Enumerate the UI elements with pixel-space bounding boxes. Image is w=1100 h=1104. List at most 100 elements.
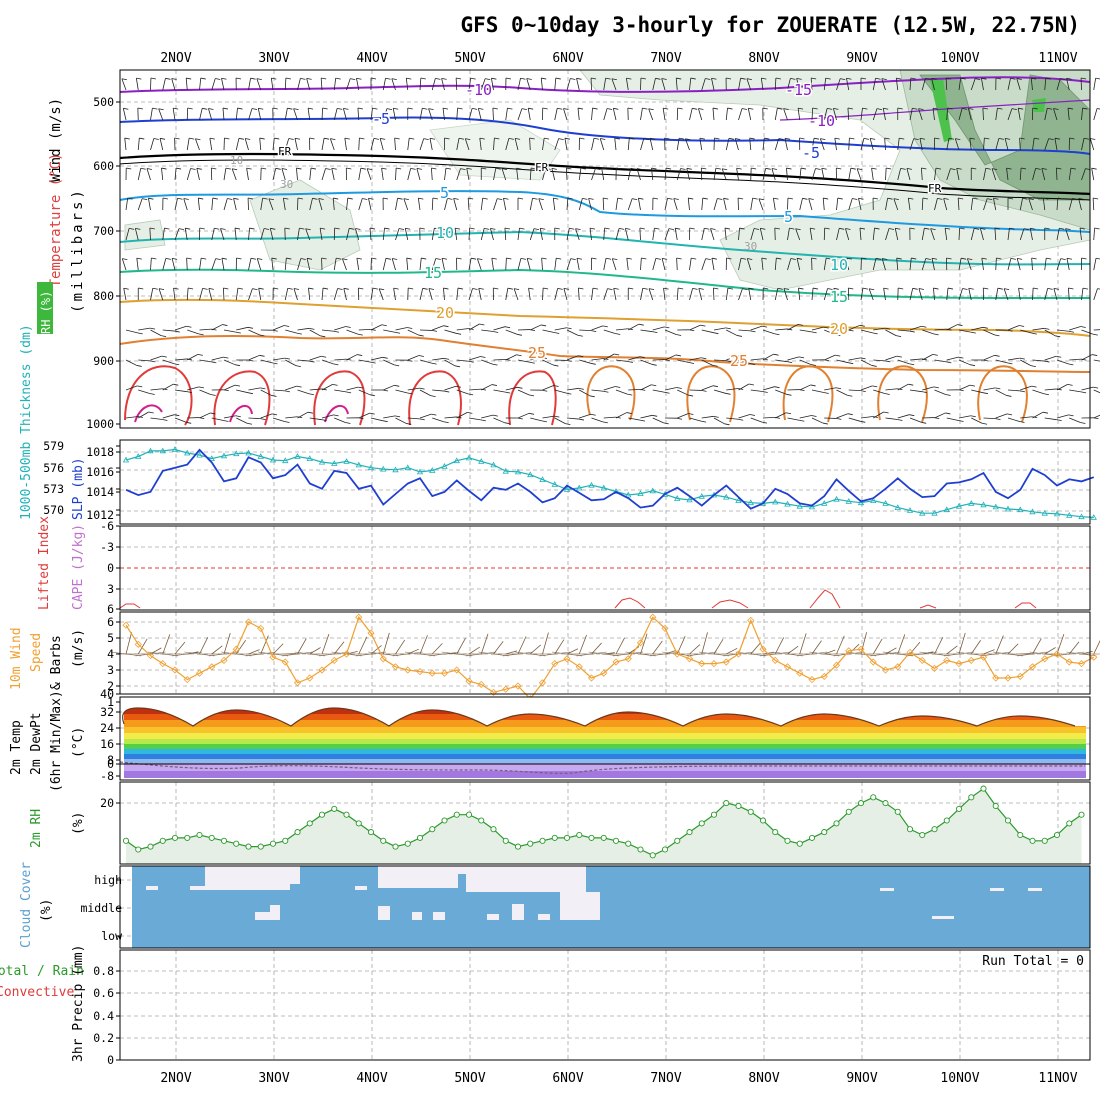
wind-barb-flag [273,330,278,331]
wind-barb [200,413,211,418]
wind-barb-flag [1068,288,1073,289]
wind-barb-flag [188,108,193,109]
wind-barb-flag [576,229,581,230]
wind-barb-flag [605,228,610,229]
y-tick: 3 [107,582,114,596]
wind-barb-flag [693,288,698,289]
rh2m-marker [417,835,422,840]
wind-barb [1094,78,1096,90]
wind-barb [763,354,773,360]
lifted-index-panel [120,568,1090,608]
wind10m-speed-markers [123,614,1097,702]
wind-barb-flag [285,391,290,392]
wind-barb [759,199,763,210]
temp-band [124,727,1086,733]
wind-barb [273,390,285,391]
rh2m-marker [503,838,508,843]
wind-barb-flag [773,198,778,199]
wind-barb-flag [285,358,290,359]
wind-barb [653,418,664,423]
wind-barb-flag [442,78,447,79]
wind-barb [420,390,431,396]
y-tick: 0 [107,1053,114,1067]
wind-barb-flag [162,419,167,420]
wind-barb [812,288,813,300]
wind-barb-flag [123,108,128,109]
wind-barb-flag [247,168,252,169]
label-minus10: -10 [465,81,492,99]
rh2m-marker [883,801,888,806]
wind-barb [690,258,692,270]
wind-barb-flag [150,361,155,362]
wind-barb [296,168,297,180]
date-label-bottom: 2NOV [160,1071,191,1086]
wind-barb-flag [383,421,388,422]
wind-barb-flag [473,289,478,290]
wind-barb-flag [296,366,301,367]
wind-barb-flag [798,288,803,289]
wind-barb-flag [300,78,305,79]
wind-barb-flag [884,288,889,289]
rh-area-light-3 [125,220,165,250]
wind-barb [614,288,616,300]
wind-barb-flag [361,168,366,169]
wind-barb-flag [247,423,252,424]
wind-barb [641,385,652,390]
wind-barb-flag [199,334,204,335]
wind-barb-flag [201,78,206,79]
wind-barb-flag [311,168,316,169]
wind-barb [210,138,212,150]
wind10m-barb [1045,647,1056,654]
wind-barb-flag [309,394,314,395]
wind-barb-flag [578,108,583,109]
wind-barb [884,288,886,300]
wind-barb [959,416,971,418]
wind-barb [567,418,579,419]
li-bump-3 [712,600,748,608]
wind-barb-flag [480,356,485,357]
warm-contour-red-3 [314,371,364,425]
wind-barb [212,198,213,210]
y-tick: 576 [43,461,64,475]
wind-barb-flag [729,138,734,139]
wind-barb-flag [869,289,874,290]
wind-barb-flag [323,288,328,289]
wind-barb [898,384,908,390]
wind-barb-flag [355,228,360,229]
wind10m-barb [788,646,799,654]
wind-barb-flag [334,331,339,332]
rh2m-marker [981,786,986,791]
wind-barb-flag [395,416,400,417]
wind-barb-flag [468,198,473,199]
wind-barb [628,324,638,330]
date-label-bottom: 9NOV [846,1071,877,1086]
wind-barb-flag [348,198,353,199]
wind-barb-flag [603,198,608,199]
wind-barb [739,109,743,120]
wind-barb-flag [422,108,427,109]
wind-barb-flag [614,288,619,289]
wind-barb-flag [700,138,705,139]
wind-barb-flag [1082,258,1087,259]
wind-barb [898,360,909,364]
wind-barb-flag [603,422,608,423]
wind-barb-flag [272,363,277,364]
wind10m-barb [163,634,170,654]
wind-barb-flag [505,228,510,229]
wind-barb-flag [558,288,563,289]
wind-barb [649,109,653,120]
wind-barb [665,330,676,334]
wind-barb [528,108,530,120]
wind-barb-flag [589,198,594,199]
wind-barb-flag [566,168,571,169]
y-tick: 4 [107,647,114,661]
wind-barb [543,386,554,390]
wind-barb-flag [223,108,228,109]
wind-barb-flag [232,169,237,170]
wind-barb-flag [372,108,377,109]
wind-barb-flag [703,198,708,199]
wind-barb-flag [297,333,302,334]
wind10m-barb [530,645,540,654]
date-label-top: 9NOV [846,51,877,66]
ylabel-millibars: (millibars) [70,187,86,313]
